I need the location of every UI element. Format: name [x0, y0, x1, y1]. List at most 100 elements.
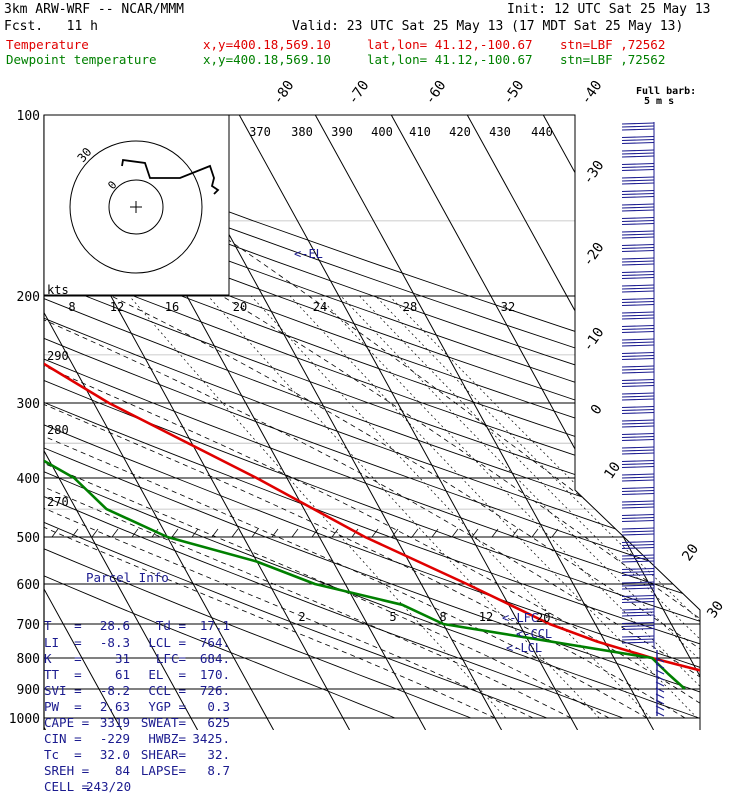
wind-barb-flag — [622, 275, 654, 276]
wind-barb-flag — [622, 291, 654, 292]
wind-barb-flag — [622, 491, 654, 492]
wind-barb-flag — [622, 488, 654, 489]
isotherm-label: -10 — [580, 325, 608, 355]
wind-barb-flag — [622, 288, 654, 289]
parcel-info-cell: LCL = — [130, 635, 186, 651]
level-tick — [412, 529, 418, 537]
mixing-ratio-label: 32 — [501, 300, 515, 314]
theta-label: 370 — [249, 125, 271, 139]
wind-barb-flag — [622, 204, 654, 205]
wind-barb-flag — [622, 312, 654, 313]
parcel-info-cell: -229 — [86, 731, 130, 747]
parcel-info-cell: SHEAR= — [130, 747, 186, 763]
wind-barb-flag — [622, 569, 654, 570]
theta-label: 440 — [531, 125, 553, 139]
theta-label: 380 — [291, 125, 313, 139]
parcel-info-cell: 764. — [186, 635, 230, 651]
mixing-ratio-label: 16 — [165, 300, 179, 314]
wind-barb-flag — [622, 332, 654, 333]
mixing-ratio-line — [360, 296, 740, 718]
parcel-info-cell: Tc = — [44, 747, 86, 763]
isotherm-label-inline: 20 — [536, 611, 550, 625]
wind-barb-flag — [622, 183, 654, 184]
parcel-info-cell: -8.2 — [86, 683, 130, 699]
isotherm — [687, 100, 740, 730]
wind-barb-flag — [622, 207, 654, 208]
pressure-label: 200 — [17, 290, 40, 305]
wind-barb-flag — [622, 440, 654, 441]
pressure-label: 600 — [17, 578, 40, 593]
parcel-info-cell: T = — [44, 618, 86, 634]
parcel-info-cell: HWBZ= — [130, 731, 186, 747]
wind-barb-flag — [622, 285, 654, 286]
wind-barb-flag — [622, 356, 654, 357]
theta-label: 410 — [409, 125, 431, 139]
wind-barb-flag — [622, 231, 654, 232]
wind-barb-flag — [622, 272, 654, 273]
wind-barb-flag — [622, 410, 654, 411]
parcel-info-cell: K = — [44, 651, 86, 667]
pressure-label: 300 — [17, 397, 40, 412]
wind-barb-flag — [622, 278, 654, 279]
isotherm-label: -60 — [422, 78, 450, 108]
wind-barb-flag — [622, 602, 654, 603]
wind-barb-flag — [622, 197, 654, 198]
isotherm-label: 0 — [588, 402, 606, 418]
wind-barb-flag — [622, 461, 654, 462]
wind-barb-flag — [622, 515, 654, 516]
wind-barb-flag — [622, 137, 654, 138]
level-annotation: <-EL — [294, 247, 323, 261]
wind-barb-flag — [622, 258, 654, 259]
parcel-info-cell: LFC= — [130, 651, 186, 667]
wind-barb-flag — [622, 447, 654, 448]
isotherm-label: -30 — [580, 158, 608, 188]
wind-barb-flag — [622, 612, 654, 613]
parcel-info-cell: 170. — [186, 667, 230, 683]
wind-barb-flag — [622, 345, 654, 346]
level-tick — [472, 529, 478, 537]
level-tick — [552, 529, 558, 537]
wind-barb-flag — [622, 626, 654, 627]
wind-barb-flag — [622, 251, 654, 252]
parcel-info-cell: 84 — [86, 763, 130, 779]
parcel-info-cell: LAPSE= — [130, 763, 186, 779]
wind-barb-flag — [622, 302, 654, 303]
wind-barb-flag — [622, 636, 654, 637]
parcel-info-cell: SWEAT= — [130, 715, 186, 731]
wind-barb-flag — [622, 353, 654, 354]
wind-barb-flag — [622, 180, 654, 181]
parcel-info-cell: LI = — [44, 635, 86, 651]
wind-barb-flag — [622, 234, 654, 235]
wind-barb-flag — [622, 639, 654, 640]
wind-barb-flag — [622, 480, 654, 481]
parcel-info-cell: CELL = — [44, 779, 86, 795]
pressure-label: 400 — [17, 472, 40, 487]
pressure-label: 500 — [17, 531, 40, 546]
wind-barb-flag — [622, 299, 654, 300]
parcel-info-cell: 32.0 — [86, 747, 130, 763]
wind-barb-flag — [622, 501, 654, 502]
wind-barb-flag — [622, 477, 654, 478]
wind-barb-flag — [622, 366, 654, 367]
wind-barb-flag — [622, 534, 654, 535]
level-tick — [172, 529, 178, 537]
wind-barb-flag — [622, 434, 654, 435]
wind-barb-flag — [622, 140, 654, 141]
wind-barb-flag — [622, 453, 654, 454]
wind-barb-flag — [622, 383, 654, 384]
parcel-info-cell: TT = — [44, 667, 86, 683]
wind-barb-flag — [622, 396, 654, 397]
theta-label: 430 — [489, 125, 511, 139]
wind-barb-flag — [622, 248, 654, 249]
parcel-info-cell: 625 — [186, 715, 230, 731]
parcel-info-cell: CIN = — [44, 731, 86, 747]
level-tick — [112, 529, 118, 537]
wind-barb-flag — [622, 426, 654, 427]
theta-label: 400 — [371, 125, 393, 139]
wind-barb-flag — [622, 393, 654, 394]
pressure-label: 100 — [17, 109, 40, 124]
